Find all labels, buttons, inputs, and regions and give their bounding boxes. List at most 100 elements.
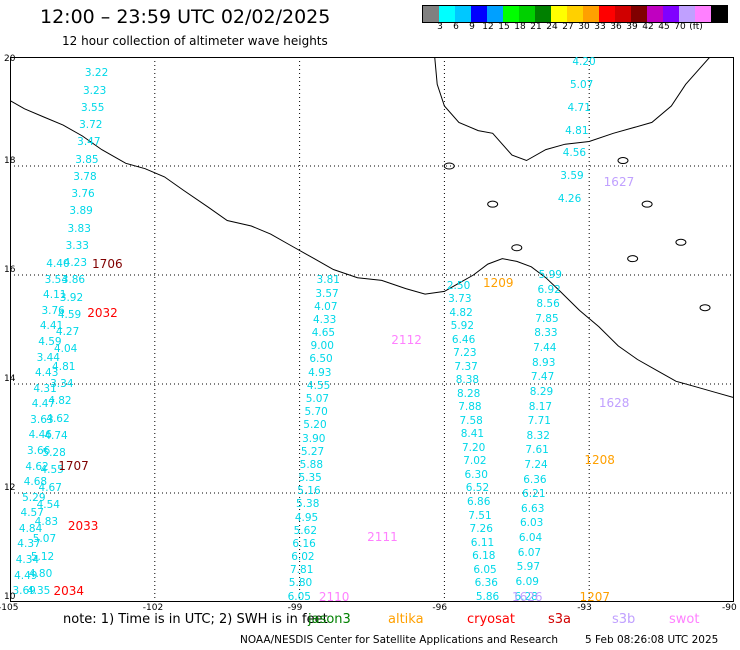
lake-outline: [511, 244, 523, 252]
wave-height-value: 3.90: [302, 432, 326, 445]
satellite-legend-jason3: jason3: [308, 612, 351, 627]
wave-height-value: 3.57: [315, 287, 339, 300]
wave-height-value: 3.33: [65, 239, 89, 252]
colorbar-label: (ft): [689, 22, 703, 32]
lat-tick-label: 12: [4, 483, 16, 493]
wave-height-value: 4.82: [449, 306, 473, 319]
gulf-coastline: [434, 57, 711, 162]
lat-tick-label: 16: [4, 265, 16, 275]
colorbar-swatch: [663, 6, 679, 22]
pass-time-label: 1626: [511, 589, 543, 604]
wave-height-value: 4.57: [20, 507, 44, 520]
wave-height-value: 6.09: [515, 575, 539, 588]
wave-height-value: 5.88: [299, 458, 324, 471]
colorbar-label: 42: [642, 22, 654, 32]
wave-height-value: 3.83: [67, 222, 91, 235]
wave-height-value: 3.54: [44, 273, 69, 286]
pass-time-label: 1627: [603, 175, 635, 190]
wave-height-value: 7.85: [535, 312, 559, 325]
wave-height-value: 5.99: [538, 269, 562, 281]
wave-height-value: 6.16: [292, 537, 316, 550]
altimeter-map[interactable]: 3.22 3.23 3.55 3.72 3.47 3.85 3.78 3.76 3.89 3.83…: [0, 54, 737, 613]
colorbar-swatch: [583, 6, 599, 22]
wave-height-value: 3.44: [36, 351, 60, 364]
pass-time-label: 2110: [318, 589, 350, 604]
wave-height-value: 4.33: [312, 313, 337, 326]
wave-height-value: 4.27: [55, 326, 80, 339]
wave-height-value: 3.81: [316, 274, 340, 287]
colorbar-swatch: [695, 6, 711, 22]
wave-height-value: 6.28: [514, 590, 538, 603]
wave-height-value: 5.38: [296, 498, 320, 511]
wave-height-value: 8.28: [456, 387, 481, 400]
colorbar-swatch: [519, 6, 535, 22]
wave-height-value: 5.27: [300, 445, 325, 458]
colorbar-swatch: [471, 6, 487, 22]
lat-tick-label: 14: [4, 374, 16, 384]
colorbar-swatch: [455, 6, 471, 22]
note-text: note: 1) Time is in UTC; 2) SWH is in fe…: [63, 612, 328, 627]
wave-height-value: 6.05: [473, 563, 497, 576]
wave-height-value: 4.49: [14, 569, 38, 582]
satellite-legend-cryosat: cryosat: [467, 612, 515, 627]
pass-time-label: 2111: [367, 529, 398, 544]
lon-tick-label: -102: [142, 603, 164, 613]
colorbar-swatch: [535, 6, 551, 22]
wave-height-value: 6.21: [522, 488, 546, 501]
wave-height-value: 7.23: [453, 347, 477, 360]
wave-height-value: 7.20: [461, 441, 486, 454]
wave-height-value: 6.05: [287, 590, 311, 603]
wave-height-value: 4.23: [63, 257, 88, 270]
colorbar-label: 70: [674, 22, 686, 32]
wave-height-value: 8.33: [534, 327, 558, 340]
pass-time-label: 2112: [391, 333, 422, 348]
wave-height-value: 6.02: [291, 551, 315, 564]
wave-height-value: 4.20: [572, 56, 596, 69]
colorbar-label: 30: [578, 22, 590, 32]
wave-height-value: 3.72: [79, 119, 103, 132]
pass-time-label: 1706: [92, 257, 123, 272]
credit-line: NOAA/NESDIS Center for Satellite Applica…: [240, 634, 558, 646]
wave-height-value: 6.92: [537, 283, 561, 296]
wave-height-value: 5.35: [298, 472, 322, 484]
wave-height-value: 4.67: [38, 481, 62, 494]
colorbar-swatch: [615, 6, 631, 22]
colorbar-swatch: [679, 6, 695, 22]
wave-height-value: 7.47: [530, 371, 555, 384]
wave-height-value: 4.93: [308, 366, 332, 379]
wave-height-value: 7.02: [463, 455, 487, 468]
wave-height-value: 4.59: [38, 335, 62, 348]
lat-tick-label: 20: [4, 54, 16, 64]
wave-height-value: 4.40: [46, 258, 70, 271]
satellite-legend-s3a: s3a: [548, 612, 572, 627]
wave-height-value: 6.07: [517, 546, 542, 559]
wave-height-value: 4.68: [23, 476, 48, 489]
wave-height-value: 4.81: [52, 360, 76, 373]
wave-height-value: 3.55: [81, 101, 105, 114]
map-frame: [10, 57, 734, 602]
lat-tick-label: 10: [4, 592, 16, 602]
wave-height-value: 4.62: [25, 460, 49, 473]
wave-height-value: 3.85: [75, 153, 99, 166]
wave-height-value: 4.95: [294, 511, 319, 524]
wave-height-value: 7.24: [524, 459, 548, 471]
wave-height-value: 6.30: [464, 468, 488, 481]
wave-height-value: 4.41: [39, 320, 64, 333]
colorbar-swatch: [711, 6, 727, 22]
wave-height-value: 6.04: [518, 532, 543, 545]
wave-height-value: 5.70: [304, 406, 328, 419]
wave-height-value: 4.80: [28, 567, 53, 580]
colorbar-labels: 3 6 9 12 15 18 21 24 27 30 33 36 39 42 45 70 (ft): [422, 22, 740, 34]
colorbar-label: 27: [562, 22, 574, 32]
wave-height-value: 3.92: [59, 291, 84, 304]
wave-height-value: 8.29: [529, 385, 554, 398]
note-row: note: 1) Time is in UTC; 2) SWH is in fe…: [0, 612, 740, 628]
wave-height-value: 6.18: [472, 550, 496, 563]
lake-outline: [443, 162, 455, 170]
wave-height-value: 6.11: [470, 536, 495, 549]
wave-height-value: 4.47: [31, 398, 56, 411]
wave-height-value: 8.17: [528, 400, 553, 413]
wave-height-value: 3.22: [84, 67, 109, 80]
wave-height-value: 6.86: [467, 496, 491, 508]
wave-height-value: 4.62: [46, 412, 70, 425]
